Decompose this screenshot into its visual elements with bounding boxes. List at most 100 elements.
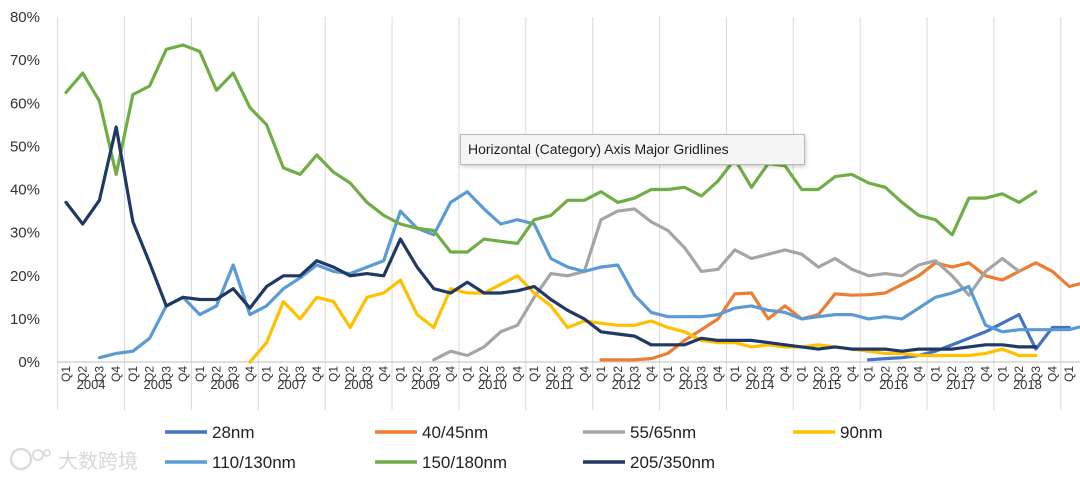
x-year-label: 2007 xyxy=(277,377,306,392)
x-quarter-label: Q3 xyxy=(694,366,708,382)
x-quarter-label: Q3 xyxy=(92,366,106,382)
y-tick-label: 80% xyxy=(10,9,40,26)
y-tick-label: 40% xyxy=(10,182,40,199)
x-quarter-label: Q2 xyxy=(1079,366,1080,382)
x-quarter-label: Q1 xyxy=(260,366,274,382)
x-quarter-label: Q3 xyxy=(561,366,575,382)
series-line-110-130nm xyxy=(97,190,1080,360)
legend: 28nm 40/45nm 55/65nm 90nm 110/130nm 150/180nm… xyxy=(165,423,883,472)
x-year-label: 2011 xyxy=(545,377,573,392)
x-quarter-label: Q2 xyxy=(811,366,825,382)
x-year-label: 2006 xyxy=(210,377,239,392)
x-quarter-label: Q4 xyxy=(510,366,524,382)
x-year-label: 2013 xyxy=(679,377,708,392)
x-quarter-label: Q4 xyxy=(644,366,658,382)
x-quarter-label: Q4 xyxy=(912,366,926,382)
x-quarter-label: Q1 xyxy=(59,366,73,382)
legend-label-55-65nm: 55/65nm xyxy=(630,423,696,442)
x-quarter-label: Q2 xyxy=(544,366,558,382)
x-quarter-label: Q1 xyxy=(527,366,541,382)
y-tick-label: 60% xyxy=(10,95,40,112)
x-quarter-label: Q2 xyxy=(678,366,692,382)
x-quarter-label: Q3 xyxy=(895,366,909,382)
x-quarter-label: Q3 xyxy=(494,366,508,382)
y-tick-label: 50% xyxy=(10,138,40,155)
x-quarter-label: Q4 xyxy=(109,366,123,382)
x-quarter-label: Q4 xyxy=(778,366,792,382)
x-quarter-label: Q3 xyxy=(159,366,173,382)
series-line-205-350nm xyxy=(64,125,1038,353)
x-quarter-label: Q1 xyxy=(126,366,140,382)
x-quarter-label: Q4 xyxy=(176,366,190,382)
x-quarter-label: Q1 xyxy=(1062,366,1076,382)
x-quarter-label: Q2 xyxy=(209,366,223,382)
x-year-label: 2012 xyxy=(612,377,641,392)
x-quarter-label: Q3 xyxy=(226,366,240,382)
x-quarter-label: Q3 xyxy=(962,366,976,382)
x-quarter-label: Q4 xyxy=(845,366,859,382)
x-year-label: 2005 xyxy=(143,377,172,392)
watermark-logo-icon xyxy=(9,447,51,471)
x-quarter-label: Q1 xyxy=(661,366,675,382)
x-year-label: 2018 xyxy=(1013,377,1042,392)
x-quarter-label: Q4 xyxy=(243,366,257,382)
series-line-150-180nm xyxy=(64,43,1038,254)
x-quarter-label: Q4 xyxy=(1045,366,1059,382)
series-line-90nm xyxy=(248,274,1038,364)
x-quarter-label: Q1 xyxy=(193,366,207,382)
x-quarter-label: Q2 xyxy=(410,366,424,382)
x-quarter-label: Q1 xyxy=(728,366,742,382)
x-year-label: 2017 xyxy=(946,377,975,392)
x-quarter-label: Q4 xyxy=(577,366,591,382)
legend-label-110-130nm: 110/130nm xyxy=(212,453,296,472)
legend-label-28nm: 28nm xyxy=(212,423,255,442)
x-quarter-label: Q3 xyxy=(360,366,374,382)
watermark: 大数跨境 xyxy=(8,444,138,474)
y-axis: 0% 10% 20% 30% 40% 50% 60% 70% 80% xyxy=(10,9,40,371)
x-year-label: 2010 xyxy=(478,377,507,392)
series-line-28nm xyxy=(867,313,1071,362)
x-year-label: 2014 xyxy=(745,377,774,392)
x-quarter-label: Q2 xyxy=(76,366,90,382)
legend-label-205-350nm: 205/350nm xyxy=(630,453,715,472)
x-quarter-label: Q2 xyxy=(477,366,491,382)
x-quarter-label: Q1 xyxy=(327,366,341,382)
x-quarter-label: Q1 xyxy=(393,366,407,382)
watermark-text: 大数跨境 xyxy=(58,448,138,473)
x-year-label: 2009 xyxy=(411,377,440,392)
y-tick-label: 20% xyxy=(10,268,40,285)
series-lines xyxy=(64,43,1080,364)
x-quarter-label: Q1 xyxy=(795,366,809,382)
y-tick-label: 30% xyxy=(10,225,40,242)
x-year-label: 2016 xyxy=(879,377,908,392)
series-line-40-45nm xyxy=(599,261,1080,362)
x-quarter-label: Q3 xyxy=(1029,366,1043,382)
x-quarter-label: Q4 xyxy=(711,366,725,382)
x-quarter-label: Q3 xyxy=(627,366,641,382)
x-axis: Q1 Q2 Q3 Q4 Q1 Q2 Q3 Q4 Q1 Q2 Q3 Q4 Q1 Q2 Q3 Q4 Q1 Q2 Q3 Q4… xyxy=(57,361,1080,392)
gridline-tooltip: Horizontal (Category) Axis Major Gridlin… xyxy=(460,134,805,165)
x-quarter-label: Q2 xyxy=(343,366,357,382)
x-quarter-label: Q1 xyxy=(460,366,474,382)
x-quarter-label: Q2 xyxy=(878,366,892,382)
x-quarter-label: Q2 xyxy=(745,366,759,382)
y-tick-label: 70% xyxy=(10,52,40,69)
x-quarter-label: Q2 xyxy=(945,366,959,382)
x-quarter-label: Q1 xyxy=(928,366,942,382)
x-quarter-label: Q2 xyxy=(611,366,625,382)
series-line-55-65nm xyxy=(432,207,1021,362)
y-tick-label: 0% xyxy=(18,354,40,371)
x-quarter-label: Q2 xyxy=(143,366,157,382)
y-tick-label: 10% xyxy=(10,311,40,328)
legend-label-40-45nm: 40/45nm xyxy=(422,423,488,442)
x-quarter-label: Q4 xyxy=(444,366,458,382)
x-year-label: 2004 xyxy=(77,377,106,392)
x-quarter-label: Q2 xyxy=(1012,366,1026,382)
x-quarter-label: Q1 xyxy=(995,366,1009,382)
x-quarter-label: Q2 xyxy=(276,366,290,382)
x-quarter-label: Q3 xyxy=(761,366,775,382)
x-quarter-label: Q4 xyxy=(310,366,324,382)
x-quarter-label: Q3 xyxy=(293,366,307,382)
x-quarter-label: Q3 xyxy=(427,366,441,382)
vertical-gridlines xyxy=(57,17,1062,410)
